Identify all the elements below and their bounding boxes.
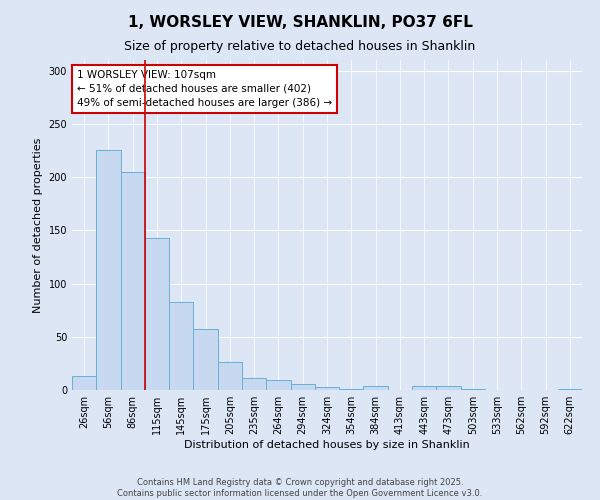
Bar	[436, 386, 461, 390]
Text: 1, WORSLEY VIEW, SHANKLIN, PO37 6FL: 1, WORSLEY VIEW, SHANKLIN, PO37 6FL	[128, 15, 472, 30]
Bar	[290, 384, 315, 390]
Bar	[315, 387, 339, 390]
Bar	[193, 330, 218, 390]
Text: Size of property relative to detached houses in Shanklin: Size of property relative to detached ho…	[124, 40, 476, 53]
Bar	[72, 376, 96, 390]
Bar	[96, 150, 121, 390]
Bar	[121, 172, 145, 390]
Bar	[461, 389, 485, 390]
X-axis label: Distribution of detached houses by size in Shanklin: Distribution of detached houses by size …	[184, 440, 470, 450]
Bar	[218, 362, 242, 390]
Bar	[169, 302, 193, 390]
Y-axis label: Number of detached properties: Number of detached properties	[33, 138, 43, 312]
Bar	[412, 386, 436, 390]
Text: 1 WORSLEY VIEW: 107sqm
← 51% of detached houses are smaller (402)
49% of semi-de: 1 WORSLEY VIEW: 107sqm ← 51% of detached…	[77, 70, 332, 108]
Bar	[145, 238, 169, 390]
Bar	[364, 386, 388, 390]
Bar	[558, 389, 582, 390]
Text: Contains HM Land Registry data © Crown copyright and database right 2025.
Contai: Contains HM Land Registry data © Crown c…	[118, 478, 482, 498]
Bar	[339, 389, 364, 390]
Bar	[242, 378, 266, 390]
Bar	[266, 380, 290, 390]
